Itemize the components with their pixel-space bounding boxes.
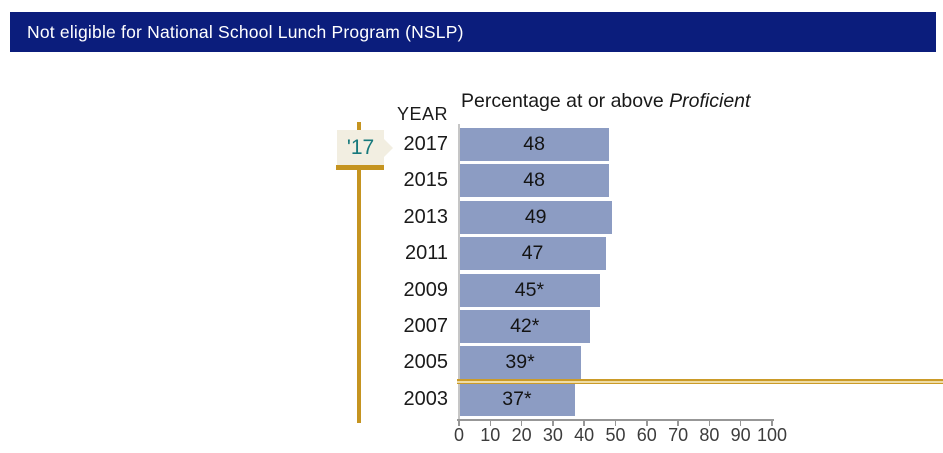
y-axis-line <box>457 124 460 420</box>
year-slider-handle-label: '17 <box>346 135 375 159</box>
year-label-2003: 2003 <box>403 387 449 410</box>
bar-row-2017: 2017 48 <box>380 128 940 161</box>
bar-2009: 45* <box>459 273 600 307</box>
x-axis-tick <box>583 419 585 426</box>
year-axis-label: YEAR <box>396 104 448 124</box>
bar-value-label: 47 <box>521 242 544 265</box>
year-label-2009: 2009 <box>403 278 449 301</box>
x-axis-tick-label: 10 <box>480 425 501 445</box>
x-axis-tick <box>552 419 554 426</box>
bar-2005: 39* <box>459 346 582 380</box>
x-axis-tick <box>520 419 523 426</box>
bar-row-2009: 2009 45* <box>380 273 940 307</box>
bar-row-2013: 2013 49 <box>380 200 940 234</box>
bar-value-label: 45* <box>514 278 545 301</box>
bar-value-label: 48 <box>523 133 545 155</box>
bar-value-label: 48 <box>523 169 545 192</box>
year-label-2017: 2017 <box>403 133 449 155</box>
x-axis-tick-label: 50 <box>605 425 626 445</box>
year-label-2013: 2013 <box>403 205 449 228</box>
x-axis-tick-label: 30 <box>542 425 563 445</box>
panel-header: Not eligible for National School Lunch P… <box>10 12 936 52</box>
bar-value-label: 42* <box>510 314 540 337</box>
x-axis-tick-label: 100 <box>756 425 788 445</box>
x-axis-tick <box>739 419 742 426</box>
bar-2017: 48 <box>459 128 610 161</box>
x-axis-tick-label: 0 <box>453 425 464 445</box>
x-axis-tick-label: 90 <box>730 425 751 445</box>
x-axis-tick-label: 70 <box>668 425 689 445</box>
year-slider-track[interactable] <box>357 122 361 423</box>
reference-line <box>457 379 943 384</box>
x-axis-tick <box>489 419 492 426</box>
x-axis-tick <box>708 419 711 426</box>
x-axis-tick <box>646 419 648 426</box>
year-slider-handle[interactable]: '17 <box>337 130 384 165</box>
bar-row-2003: 2003 37* <box>380 382 940 416</box>
year-label-2015: 2015 <box>403 169 449 192</box>
bar-row-2005: 2005 39* <box>380 346 940 380</box>
panel-header-title: Not eligible for National School Lunch P… <box>27 21 464 42</box>
bar-row-2011: 2011 47 <box>380 237 940 271</box>
bar-row-2015: 2015 48 <box>380 164 940 198</box>
x-axis-tick <box>614 419 617 426</box>
chart-title-text: Percentage at or above <box>461 90 670 112</box>
x-axis-tick-label: 80 <box>699 425 720 445</box>
year-label-2005: 2005 <box>403 351 449 374</box>
chart-title-italic: Proficient <box>669 90 751 112</box>
bar-2007: 42* <box>459 309 591 343</box>
year-label-2007: 2007 <box>403 314 449 337</box>
bar-value-label: 49 <box>524 205 547 228</box>
x-axis-tick-label: 40 <box>574 425 595 445</box>
bar-2013: 49 <box>459 200 613 234</box>
x-axis-tick <box>458 419 460 426</box>
bar-value-label: 39* <box>505 351 535 374</box>
bar-row-2007: 2007 42* <box>380 309 940 343</box>
year-slider-handle-underline <box>336 165 384 170</box>
bar-value-label: 37* <box>502 387 532 410</box>
bar-2015: 48 <box>459 164 610 198</box>
bar-2003: 37* <box>459 382 575 416</box>
bar-chart: 2017 48 2015 48 2013 49 2011 47 2009 45* 2007 42* 20… <box>380 128 940 419</box>
x-axis-tick-label: 20 <box>511 425 532 445</box>
chart-title: Percentage at or above Proficient <box>461 90 750 113</box>
year-label-2011: 2011 <box>404 242 448 265</box>
x-axis-tick <box>771 419 773 426</box>
x-axis-tick-label: 60 <box>636 425 657 445</box>
x-axis-tick <box>677 419 679 426</box>
bar-2011: 47 <box>459 237 607 271</box>
